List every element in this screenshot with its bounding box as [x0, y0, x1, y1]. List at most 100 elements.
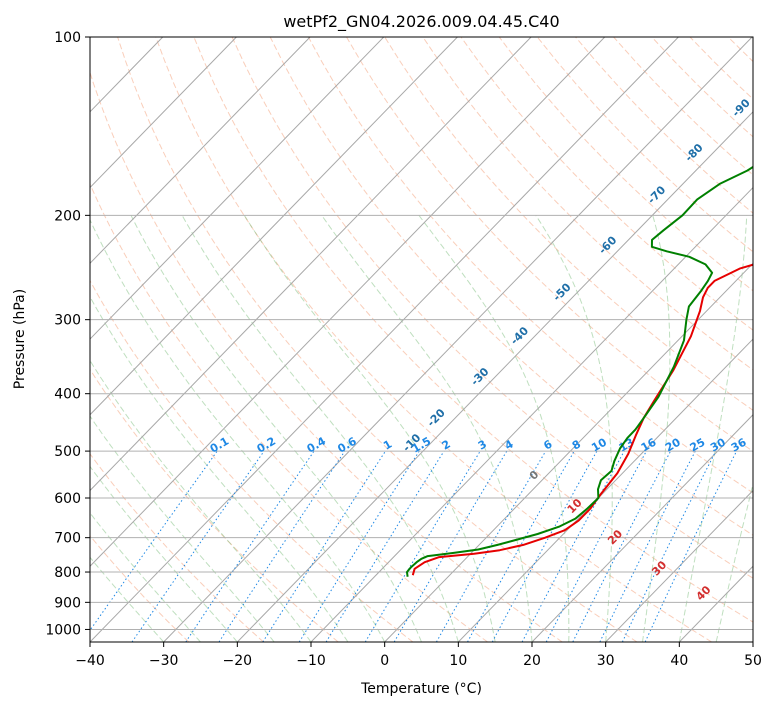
moist-adiabat-line — [243, 215, 496, 642]
isotherm-line — [90, 37, 237, 189]
y-tick-label: 100 — [54, 30, 81, 46]
mixing-ratio-line — [298, 450, 420, 642]
moist-adiabat-line — [535, 215, 613, 642]
temperature-label: 20 — [605, 527, 625, 547]
isotherm-line — [752, 641, 753, 642]
reference-labels: -100-90-80-70-60-50-40-30-20-10 0.10.20.… — [208, 96, 753, 603]
moist-adiabat-line — [181, 215, 459, 642]
dry-adiabat-line — [193, 37, 753, 623]
y-tick-label: 600 — [54, 491, 81, 507]
height-label: -80 — [682, 141, 705, 164]
mixing-ratio-line — [364, 450, 481, 642]
dry-adiabat-line — [90, 279, 414, 642]
moist-adiabat-line — [90, 465, 238, 642]
mixing-ratio-label: 2 — [440, 438, 453, 453]
temperature-label: 40 — [694, 583, 714, 603]
mixing-ratio-label: 30 — [708, 435, 728, 454]
dry-adiabat-line — [307, 37, 753, 494]
dry-adiabat-line — [384, 37, 753, 411]
height-label: -90 — [730, 96, 753, 119]
isotherm-line — [384, 262, 753, 642]
chart-title: wetPf2_GN04.2026.009.04.45.C40 — [283, 12, 559, 32]
isotherm-line — [531, 414, 753, 642]
background-lines — [90, 37, 753, 642]
mixing-ratio-label: 0.4 — [305, 434, 329, 455]
isotherm-line — [90, 37, 311, 265]
height-label: -60 — [596, 233, 619, 256]
x-axis: −40 −30 −20 −10 0 10 20 30 40 50 — [75, 642, 762, 669]
moist-adiabat-line — [418, 215, 570, 642]
height-label: -20 — [425, 406, 448, 429]
mixing-ratio-line — [90, 450, 218, 632]
mixing-ratio-line — [572, 450, 672, 642]
mixing-ratio-label: 20 — [663, 435, 683, 454]
dry-adiabat-line — [651, 37, 753, 138]
dewpoint-profile-line — [406, 165, 753, 577]
x-tick-label: 40 — [670, 653, 688, 669]
mixing-ratio-line — [185, 450, 315, 642]
x-tick-label: −40 — [75, 653, 105, 669]
isotherm-line — [90, 37, 606, 567]
dry-adiabat-line — [90, 368, 339, 642]
height-label: -50 — [550, 280, 573, 303]
mixing-ratio-line — [545, 450, 647, 642]
moist-adiabat-line — [90, 415, 275, 642]
x-tick-label: −30 — [149, 653, 179, 669]
dry-adiabat-line — [117, 37, 638, 642]
mixing-ratio-label: 25 — [688, 436, 708, 455]
x-tick-label: 20 — [523, 653, 541, 669]
x-tick-label: 0 — [380, 653, 389, 669]
mixing-ratio-line — [491, 450, 598, 642]
profiles — [406, 165, 753, 577]
y-tick-label: 1000 — [45, 622, 81, 638]
x-tick-label: 10 — [449, 653, 467, 669]
y-tick-label: 800 — [54, 565, 81, 581]
mixing-ratio-label: 4 — [502, 437, 515, 452]
isotherm-line — [90, 37, 385, 340]
mixing-ratio-line — [218, 450, 346, 642]
moist-adiabat-line — [321, 215, 533, 642]
moist-adiabat-line — [90, 218, 386, 642]
mixing-ratio-label: 10 — [589, 435, 609, 454]
mixing-ratio-line — [599, 450, 696, 642]
x-axis-title: Temperature (°C) — [360, 681, 482, 697]
y-tick-label: 300 — [54, 313, 81, 329]
height-label: -30 — [468, 365, 491, 388]
dry-adiabat-line — [231, 37, 753, 579]
y-tick-label: 700 — [54, 531, 81, 547]
isotherm-line — [163, 37, 753, 642]
mixing-ratio-label: 0.1 — [208, 435, 231, 456]
x-tick-label: −20 — [223, 653, 253, 669]
height-label: -40 — [508, 324, 531, 347]
isotherm-line — [310, 186, 753, 642]
pressure-gridlines — [90, 37, 753, 630]
dry-adiabat-line — [90, 534, 190, 642]
mixing-ratio-line — [521, 450, 625, 642]
dry-adiabat-line — [689, 37, 753, 100]
dry-adiabat-line — [422, 37, 753, 371]
mixing-ratio-line — [131, 450, 265, 642]
dry-adiabat-line — [498, 37, 753, 292]
moist-adiabat-line — [715, 482, 753, 642]
dry-adiabat-line — [90, 453, 264, 642]
isotherm-line — [90, 37, 458, 416]
isotherm-line — [90, 37, 532, 492]
y-axis: 1000 900 800 700 600 500 400 300 200 100 — [45, 30, 90, 638]
temperature-label: 30 — [649, 558, 669, 578]
plot-frame — [89, 36, 754, 643]
mixing-ratio-label: 36 — [729, 435, 749, 454]
temperature-label: 0 — [527, 468, 542, 483]
mixing-ratio-line — [325, 450, 445, 642]
x-tick-label: −10 — [296, 653, 326, 669]
dry-adiabat-line — [155, 37, 712, 642]
y-tick-label: 400 — [54, 387, 81, 403]
isotherm-line — [236, 111, 753, 642]
mixing-ratio-label: 3 — [476, 438, 489, 453]
mixing-ratio-line — [621, 450, 717, 642]
mixing-ratio-line — [467, 450, 575, 642]
x-tick-label: 30 — [597, 653, 615, 669]
dry-adiabat-line — [727, 37, 753, 63]
moist-adiabat-line — [130, 215, 422, 642]
moist-adiabat-line — [642, 215, 671, 642]
